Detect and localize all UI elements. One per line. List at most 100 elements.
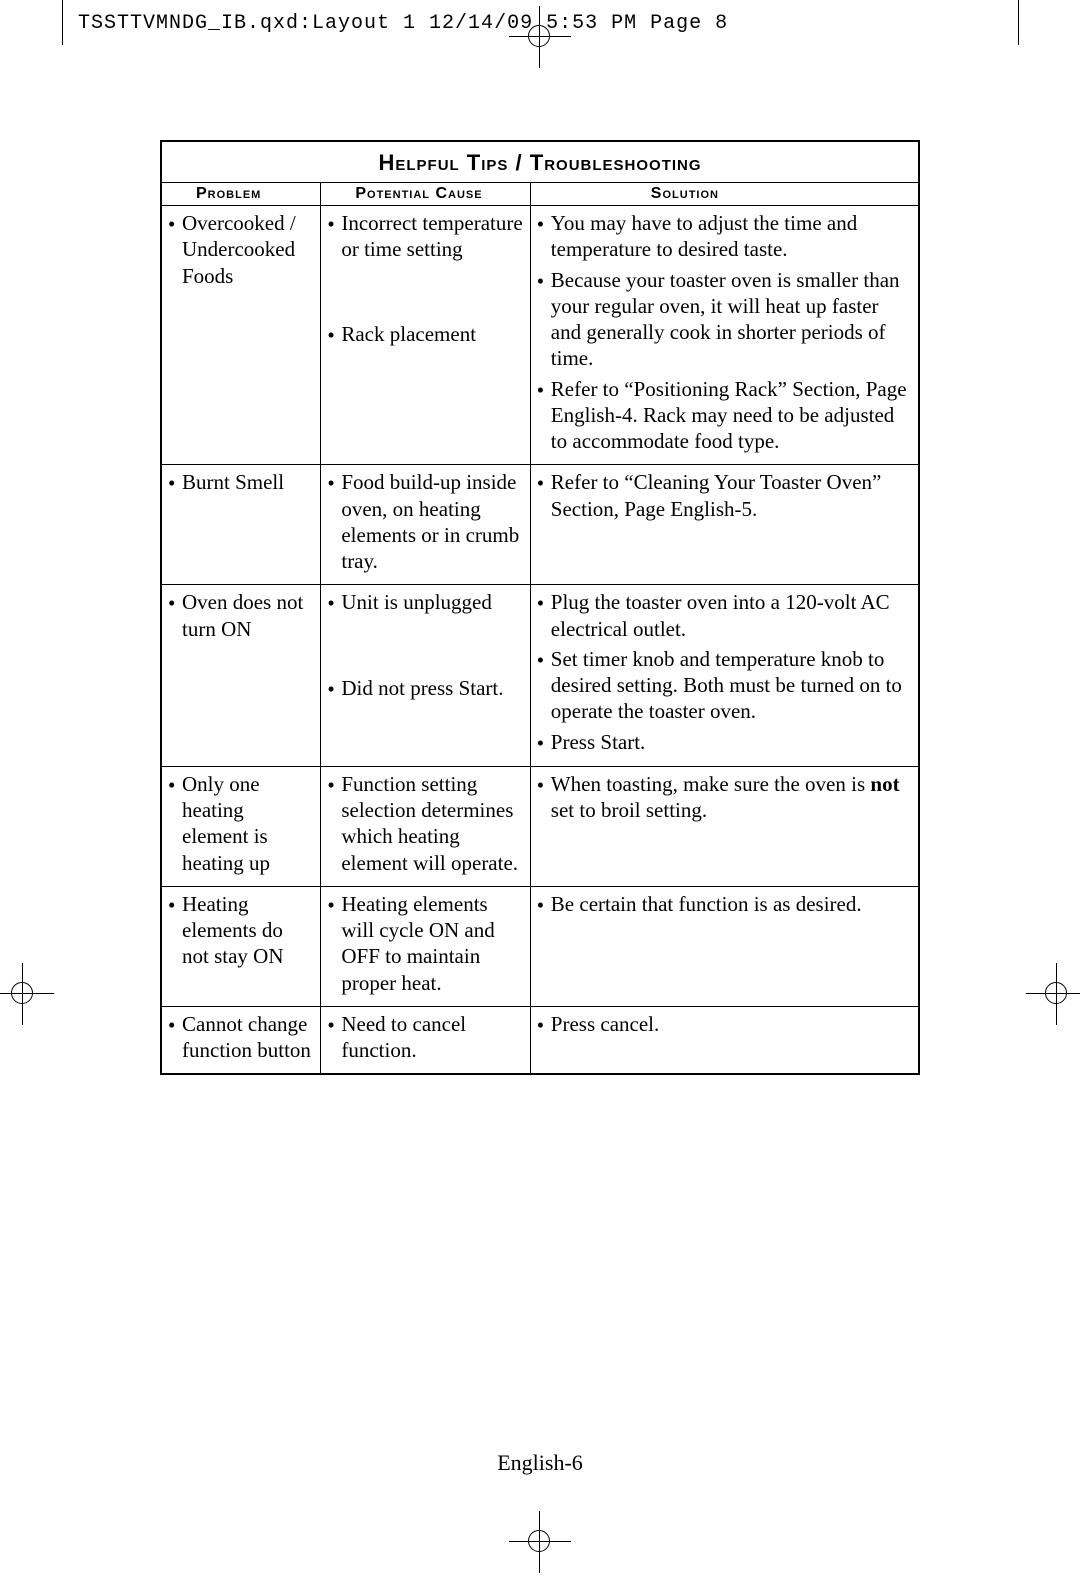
bullet-icon: •: [327, 1011, 341, 1038]
list-item-text: You may have to adjust the time and temp…: [551, 210, 912, 263]
cell-solution: • Plug the toaster oven into a 120-volt …: [530, 585, 919, 767]
list-item: • Unit is unplugged: [327, 589, 523, 616]
list-item: • Burnt Smell: [168, 469, 314, 496]
cell-solution: • When toasting, make sure the oven is n…: [530, 766, 919, 886]
print-slug: TSSTTVMNDG_IB.qxd:Layout 1 12/14/09 5:53…: [78, 12, 728, 35]
list-item: • Cannot change function button: [168, 1011, 314, 1064]
list-item-text: Set timer knob and temperature knob to d…: [551, 646, 912, 725]
cell-problem: • Oven does not turn ON: [161, 585, 321, 767]
page: TSSTTVMNDG_IB.qxd:Layout 1 12/14/09 5:53…: [0, 0, 1080, 1591]
col-header-problem: Problem: [161, 183, 321, 206]
bullet-icon: •: [537, 267, 551, 294]
bullet-icon: •: [327, 771, 341, 798]
list-item: • Only one heating element is heating up: [168, 771, 314, 876]
bullet-icon: •: [168, 1011, 182, 1038]
cell-solution: • Press cancel.: [530, 1006, 919, 1074]
bullet-icon: •: [537, 210, 551, 237]
list-item-text: Because your toaster oven is smaller tha…: [551, 267, 912, 372]
cell-problem: • Burnt Smell: [161, 465, 321, 585]
bullet-icon: •: [537, 646, 551, 673]
list-item: • Be certain that function is as desired…: [537, 891, 912, 918]
bullet-icon: •: [168, 891, 182, 918]
cell-solution: • Refer to “Cleaning Your Toaster Oven” …: [530, 465, 919, 585]
list-item: • You may have to adjust the time and te…: [537, 210, 912, 263]
list-item: • Incorrect temperature or time setting: [327, 210, 523, 263]
list-item-text: Food build-up inside oven, on heating el…: [341, 469, 523, 574]
table-row: • Cannot change function button • Need t…: [161, 1006, 919, 1074]
bullet-icon: •: [168, 589, 182, 616]
list-item-text: Burnt Smell: [182, 469, 314, 495]
bullet-icon: •: [537, 891, 551, 918]
list-item-text: Need to cancel function.: [341, 1011, 523, 1064]
list-item-text: Refer to “Cleaning Your Toaster Oven” Se…: [551, 469, 912, 522]
bullet-icon: •: [537, 469, 551, 496]
registration-mark-icon: [6, 977, 40, 1011]
list-item-text: Oven does not turn ON: [182, 589, 314, 642]
table-title: Helpful Tips / Troubleshooting: [161, 141, 919, 183]
list-item: • Heating elements will cycle ON and OFF…: [327, 891, 523, 996]
list-item: • Refer to “Positioning Rack” Section, P…: [537, 376, 912, 455]
table-row: • Only one heating element is heating up…: [161, 766, 919, 886]
list-item-text: Only one heating element is heating up: [182, 771, 314, 876]
list-item: • Set timer knob and temperature knob to…: [537, 646, 912, 725]
list-item-text: Press cancel.: [551, 1011, 912, 1037]
list-item-text: Incorrect temperature or time setting: [341, 210, 523, 263]
list-item-text: Did not press Start.: [341, 675, 523, 701]
bullet-icon: •: [327, 891, 341, 918]
table-row: • Burnt Smell • Food build-up inside ove…: [161, 465, 919, 585]
list-item: • Food build-up inside oven, on heating …: [327, 469, 523, 574]
table-row: • Heating elements do not stay ON • Heat…: [161, 886, 919, 1006]
list-item-text: Press Start.: [551, 729, 912, 755]
cell-cause: • Incorrect temperature or time setting …: [321, 206, 530, 465]
list-item-text: Cannot change function button: [182, 1011, 314, 1064]
table-row: • Oven does not turn ON • Unit is unplug…: [161, 585, 919, 767]
list-item: • Heating elements do not stay ON: [168, 891, 314, 970]
registration-mark-icon: [1040, 977, 1074, 1011]
page-number: English-6: [0, 1450, 1080, 1476]
cell-problem: • Only one heating element is heating up: [161, 766, 321, 886]
bullet-icon: •: [537, 1011, 551, 1038]
list-item-text: Heating elements do not stay ON: [182, 891, 314, 970]
crop-mark: [62, 0, 63, 45]
bullet-icon: •: [327, 210, 341, 237]
list-item-text: Unit is unplugged: [341, 589, 523, 615]
list-item: • Press Start.: [537, 729, 912, 756]
list-item: • Rack placement: [327, 321, 523, 348]
list-item-text: When toasting, make sure the oven is not…: [551, 771, 912, 824]
col-header-solution: Solution: [530, 183, 919, 206]
cell-problem: • Overcooked / Undercooked Foods: [161, 206, 321, 465]
list-item: • When toasting, make sure the oven is n…: [537, 771, 912, 824]
list-item-text: Rack placement: [341, 321, 523, 347]
bullet-icon: •: [327, 469, 341, 496]
cell-cause: • Unit is unplugged • Did not press Star…: [321, 585, 530, 767]
bullet-icon: •: [327, 321, 341, 348]
table-body: • Overcooked / Undercooked Foods • Incor…: [161, 206, 919, 1075]
cell-cause: • Heating elements will cycle ON and OFF…: [321, 886, 530, 1006]
list-item: • Need to cancel function.: [327, 1011, 523, 1064]
bullet-icon: •: [537, 771, 551, 798]
registration-mark-icon: [523, 1525, 557, 1559]
cell-cause: • Need to cancel function.: [321, 1006, 530, 1074]
bullet-icon: •: [327, 675, 341, 702]
crop-mark: [1018, 0, 1019, 45]
list-item-text: Heating elements will cycle ON and OFF t…: [341, 891, 523, 996]
bullet-icon: •: [168, 469, 182, 496]
registration-mark-icon: [523, 20, 557, 54]
bullet-icon: •: [168, 771, 182, 798]
list-item-text: Overcooked / Undercooked Foods: [182, 210, 314, 289]
col-header-cause: Potential Cause: [321, 183, 530, 206]
bullet-icon: •: [327, 589, 341, 616]
content-area: Helpful Tips / Troubleshooting Problem P…: [160, 140, 920, 1075]
cell-cause: • Food build-up inside oven, on heating …: [321, 465, 530, 585]
cell-solution: • You may have to adjust the time and te…: [530, 206, 919, 465]
table-row: • Overcooked / Undercooked Foods • Incor…: [161, 206, 919, 465]
list-item: • Because your toaster oven is smaller t…: [537, 267, 912, 372]
list-item-text: Function setting selection determines wh…: [341, 771, 523, 876]
cell-problem: • Heating elements do not stay ON: [161, 886, 321, 1006]
bullet-icon: •: [168, 210, 182, 237]
list-item-text: Refer to “Positioning Rack” Section, Pag…: [551, 376, 912, 455]
list-item: • Press cancel.: [537, 1011, 912, 1038]
list-item: • Did not press Start.: [327, 675, 523, 702]
bullet-icon: •: [537, 729, 551, 756]
list-item: • Overcooked / Undercooked Foods: [168, 210, 314, 289]
